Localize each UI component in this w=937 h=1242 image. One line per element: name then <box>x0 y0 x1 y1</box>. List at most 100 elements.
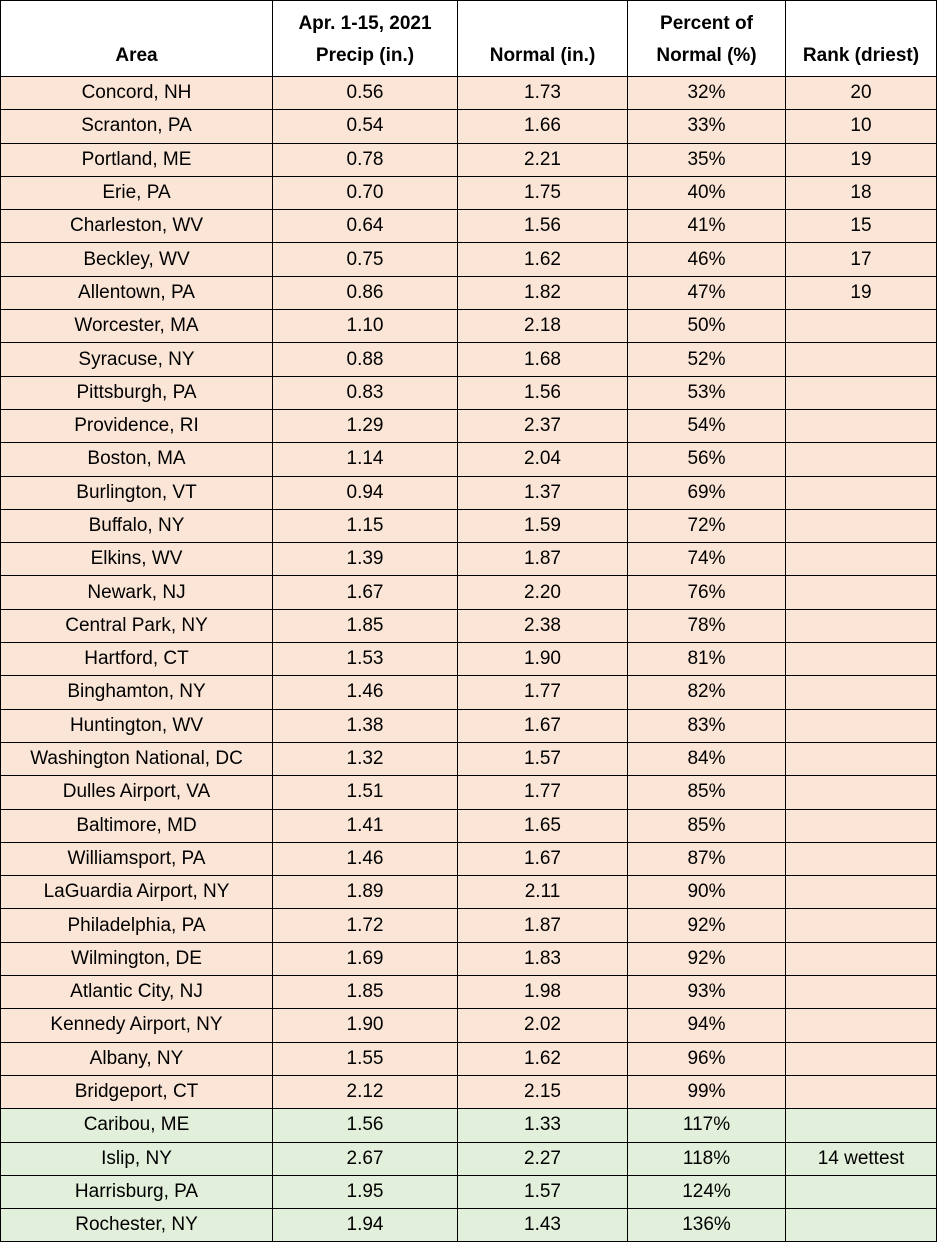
table-cell <box>785 342 937 377</box>
header-text: Percent of <box>660 13 753 34</box>
table-cell: 99% <box>627 1074 786 1110</box>
table-cell <box>785 575 937 610</box>
table-cell: 0.64 <box>272 209 458 244</box>
table-cell: 1.85 <box>272 608 458 644</box>
table-cell: Caribou, ME <box>0 1108 273 1143</box>
table-cell: Washington National, DC <box>0 741 273 777</box>
table-cell: 94% <box>627 1008 786 1043</box>
table-cell <box>785 1074 937 1110</box>
table-row: Hartford, CT 1.53 1.90 81% <box>0 642 937 677</box>
table-row: Bridgeport, CT 2.12 2.15 99% <box>0 1074 937 1110</box>
table-cell: Rochester, NY <box>0 1208 273 1242</box>
table-cell: 90% <box>627 875 786 910</box>
table-cell: 118% <box>627 1141 786 1176</box>
table-row: Syracuse, NY 0.88 1.68 52% <box>0 342 937 377</box>
table-cell: 1.15 <box>272 508 458 544</box>
table-cell: 0.83 <box>272 375 458 410</box>
table-row: Allentown, PA 0.86 1.82 47% 19 <box>0 275 937 311</box>
table-cell: 1.65 <box>457 808 628 843</box>
table-cell <box>785 775 937 810</box>
table-row: Charleston, WV 0.64 1.56 41% 15 <box>0 209 937 244</box>
table-row: Caribou, ME 1.56 1.33 117% <box>0 1108 937 1143</box>
table-cell <box>785 808 937 843</box>
table-cell: 76% <box>627 575 786 610</box>
table-cell: 2.02 <box>457 1008 628 1043</box>
table-cell: 15 <box>785 209 937 244</box>
table-cell: 124% <box>627 1174 786 1210</box>
table-cell: 1.95 <box>272 1174 458 1210</box>
table-cell <box>785 1208 937 1242</box>
table-cell: Allentown, PA <box>0 275 273 311</box>
table-cell: Concord, NH <box>0 75 273 111</box>
table-cell: Bridgeport, CT <box>0 1074 273 1110</box>
table-cell: 1.37 <box>457 475 628 510</box>
table-cell: 1.67 <box>457 708 628 743</box>
table-cell: 82% <box>627 675 786 710</box>
table-row: Huntington, WV 1.38 1.67 83% <box>0 708 937 743</box>
table-cell <box>785 1008 937 1043</box>
table-cell: 117% <box>627 1108 786 1143</box>
table-row: Erie, PA 0.70 1.75 40% 18 <box>0 175 937 211</box>
table-cell: 1.69 <box>272 941 458 977</box>
table-cell: 1.56 <box>457 209 628 244</box>
header-text: Normal (in.) <box>489 45 596 66</box>
table-cell: 1.62 <box>457 242 628 277</box>
table-row: Williamsport, PA 1.46 1.67 87% <box>0 841 937 877</box>
table-cell <box>785 1108 937 1143</box>
table-row: Worcester, MA 1.10 2.18 50% <box>0 309 937 344</box>
table-cell <box>785 675 937 710</box>
table-cell: 0.88 <box>272 342 458 377</box>
table-cell: 18 <box>785 175 937 211</box>
table-cell: Williamsport, PA <box>0 841 273 877</box>
table-cell: 1.94 <box>272 1208 458 1242</box>
table-cell: 0.56 <box>272 75 458 111</box>
table-cell: 1.90 <box>272 1008 458 1043</box>
table-cell: Newark, NJ <box>0 575 273 610</box>
table-cell: 85% <box>627 775 786 810</box>
table-cell: 1.87 <box>457 908 628 943</box>
table-cell: 35% <box>627 142 786 177</box>
table-cell: 1.77 <box>457 775 628 810</box>
table-cell: 2.18 <box>457 309 628 344</box>
table-cell: 1.56 <box>272 1108 458 1143</box>
table-cell: 0.78 <box>272 142 458 177</box>
table-row: Rochester, NY 1.94 1.43 136% <box>0 1208 937 1242</box>
table-cell: 78% <box>627 608 786 644</box>
table-cell: 1.56 <box>457 375 628 410</box>
table-cell: 92% <box>627 908 786 943</box>
header-cell: Area <box>0 0 273 77</box>
table-cell: 1.90 <box>457 642 628 677</box>
table-cell: 84% <box>627 741 786 777</box>
table-cell <box>785 1174 937 1210</box>
table-cell <box>785 708 937 743</box>
table-row: Newark, NJ 1.67 2.20 76% <box>0 575 937 610</box>
table-cell <box>785 875 937 910</box>
table-row: Philadelphia, PA 1.72 1.87 92% <box>0 908 937 943</box>
table-cell: 1.32 <box>272 741 458 777</box>
table-cell: 136% <box>627 1208 786 1242</box>
table-cell: 74% <box>627 542 786 577</box>
table-cell: 19 <box>785 275 937 311</box>
table-row: Binghamton, NY 1.46 1.77 82% <box>0 675 937 710</box>
table-cell: 1.46 <box>272 675 458 710</box>
table-cell: 1.68 <box>457 342 628 377</box>
table-cell: 17 <box>785 242 937 277</box>
table-cell: Huntington, WV <box>0 708 273 743</box>
table-cell: 1.41 <box>272 808 458 843</box>
table-cell: 52% <box>627 342 786 377</box>
table-cell: 1.72 <box>272 908 458 943</box>
table-cell: 1.14 <box>272 442 458 477</box>
table-row: Boston, MA 1.14 2.04 56% <box>0 442 937 477</box>
table-cell <box>785 941 937 977</box>
table-cell: Baltimore, MD <box>0 808 273 843</box>
table-cell: Albany, NY <box>0 1041 273 1076</box>
header-text: Rank (driest) <box>802 45 920 66</box>
header-cell: Apr. 1-15, 2021 Precip (in.) <box>272 0 458 77</box>
table-cell: Beckley, WV <box>0 242 273 277</box>
table-cell: 2.15 <box>457 1074 628 1110</box>
table-cell: Syracuse, NY <box>0 342 273 377</box>
table-row: Atlantic City, NJ 1.85 1.98 93% <box>0 975 937 1010</box>
table-cell: 41% <box>627 209 786 244</box>
